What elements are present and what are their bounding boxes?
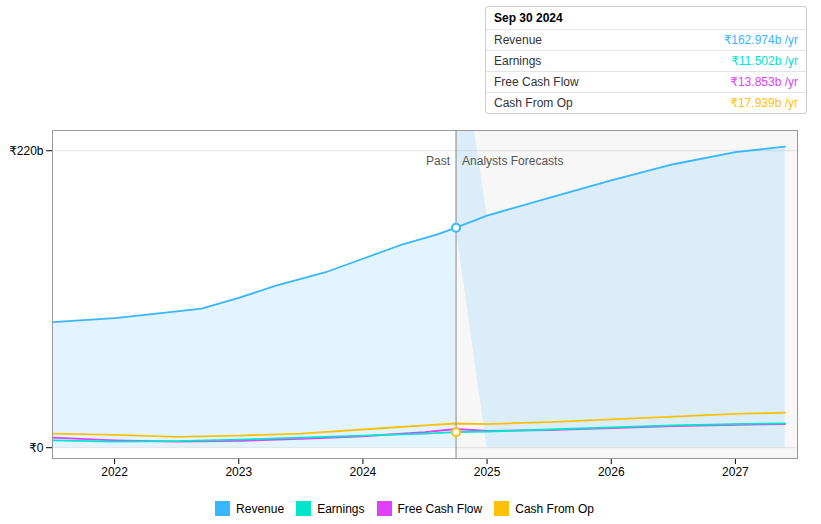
html-text:Earnings: Earnings (494, 54, 542, 68)
svg-text:2022: 2022 (101, 465, 128, 479)
html-text:₹13.853b /yr: ₹13.853b /yr (730, 75, 798, 89)
svg-text:₹0: ₹0 (29, 441, 44, 455)
html-text:Cash From Op: Cash From Op (515, 501, 594, 516)
html-text:₹11.502b /yr: ₹11.502b /yr (731, 54, 798, 68)
html-text:₹162.974b /yr: ₹162.974b /yr (723, 33, 798, 47)
svg-text:Past: Past (426, 154, 451, 168)
svg-text:2027: 2027 (722, 465, 749, 479)
svg-text:2026: 2026 (598, 465, 625, 479)
svg-text:₹220b: ₹220b (9, 144, 44, 158)
html-text:Earnings: Earnings (317, 501, 365, 516)
html-text:Cash From Op: Cash From Op (494, 96, 573, 110)
html-text:Free Cash Flow: Free Cash Flow (397, 501, 483, 516)
svg-text:2025: 2025 (474, 465, 501, 479)
svg-text:2024: 2024 (350, 465, 377, 479)
html-text:Revenue: Revenue (236, 501, 285, 516)
html-text:Revenue: Revenue (494, 33, 542, 47)
html-text:Free Cash Flow: Free Cash Flow (494, 75, 579, 89)
html-text:₹17.939b /yr: ₹17.939b /yr (730, 96, 798, 110)
svg-text:Analysts Forecasts: Analysts Forecasts (462, 154, 563, 168)
html-text:Sep 30 2024: Sep 30 2024 (494, 11, 563, 25)
svg-text:2023: 2023 (225, 465, 252, 479)
